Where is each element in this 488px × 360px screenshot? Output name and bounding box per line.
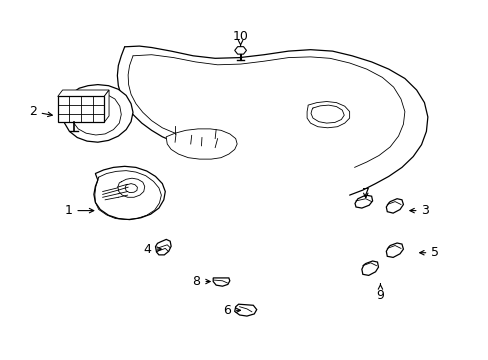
Polygon shape xyxy=(213,278,229,286)
Text: 6: 6 xyxy=(223,304,240,317)
Text: 3: 3 xyxy=(409,204,428,217)
Text: 2: 2 xyxy=(29,105,52,118)
Polygon shape xyxy=(306,102,349,128)
Polygon shape xyxy=(361,261,378,275)
Polygon shape xyxy=(234,47,246,54)
Polygon shape xyxy=(62,85,133,142)
Polygon shape xyxy=(58,90,109,96)
Text: 9: 9 xyxy=(376,284,384,302)
Polygon shape xyxy=(354,195,372,208)
Polygon shape xyxy=(94,166,165,220)
Polygon shape xyxy=(386,199,403,213)
Polygon shape xyxy=(155,239,171,255)
Text: 10: 10 xyxy=(232,30,248,46)
Text: 7: 7 xyxy=(361,187,369,200)
Text: 8: 8 xyxy=(192,275,210,288)
Polygon shape xyxy=(58,96,104,122)
Polygon shape xyxy=(104,90,109,122)
Text: 5: 5 xyxy=(419,246,438,259)
Polygon shape xyxy=(234,304,256,316)
Text: 1: 1 xyxy=(64,204,94,217)
Polygon shape xyxy=(166,129,237,159)
Polygon shape xyxy=(386,243,403,257)
Text: 4: 4 xyxy=(143,243,161,256)
